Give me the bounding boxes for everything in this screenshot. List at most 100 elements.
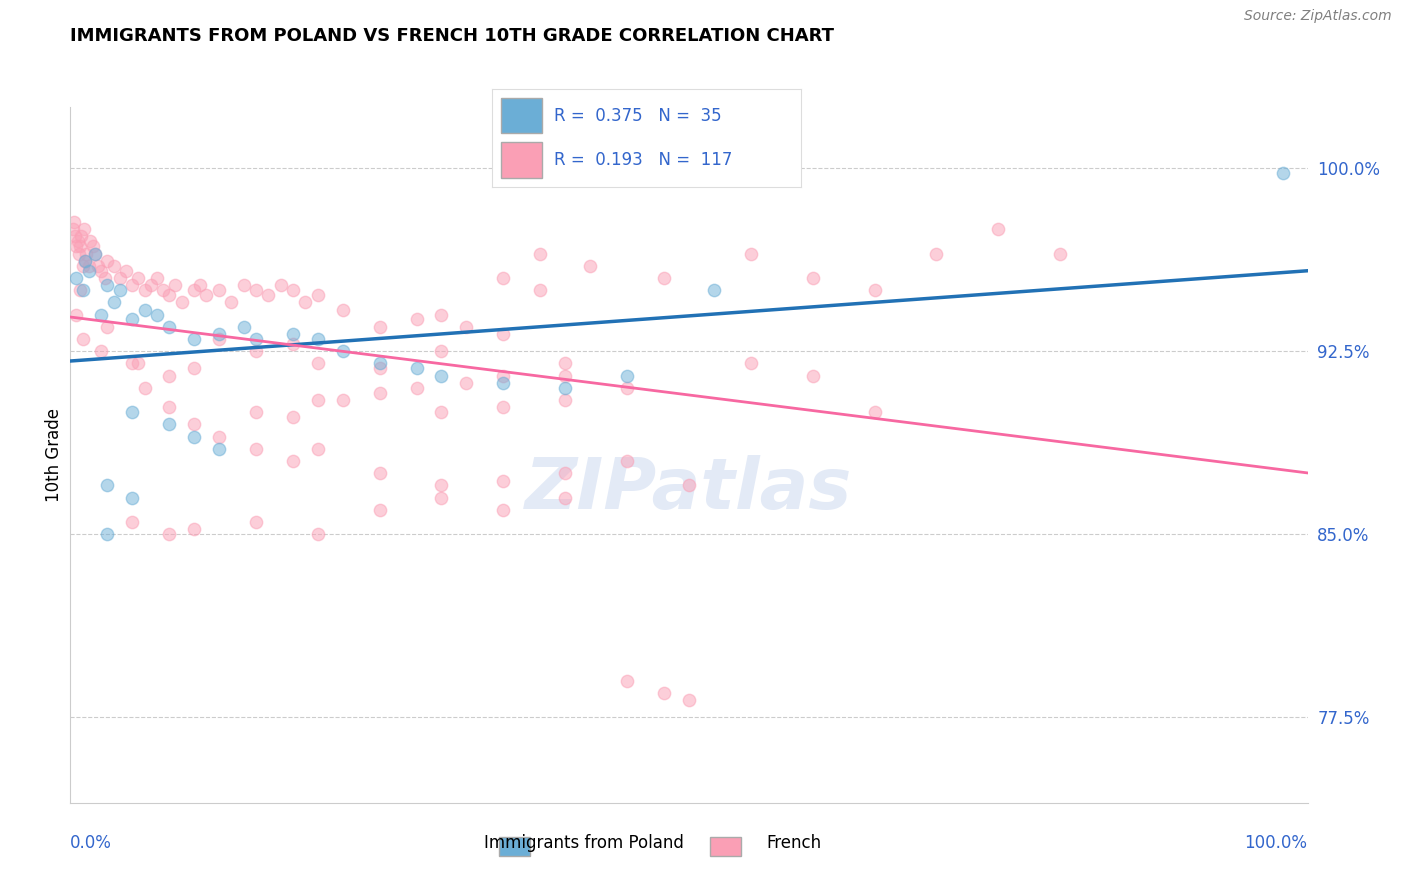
Point xyxy=(208,327,231,342)
Point xyxy=(134,302,156,317)
Point xyxy=(183,522,205,536)
Point xyxy=(121,515,143,529)
Point xyxy=(492,401,515,415)
Point xyxy=(96,253,118,268)
Point xyxy=(405,361,427,376)
Point xyxy=(430,308,453,322)
Point xyxy=(492,474,515,488)
Point xyxy=(183,361,205,376)
Point xyxy=(86,259,108,273)
Point xyxy=(307,392,329,407)
Point xyxy=(616,368,638,383)
Point xyxy=(75,253,97,268)
Point xyxy=(740,356,762,370)
Point xyxy=(90,344,112,359)
Point xyxy=(108,283,131,297)
Point xyxy=(1271,166,1294,180)
Point xyxy=(72,283,94,297)
Point xyxy=(430,344,453,359)
Text: Source: ZipAtlas.com: Source: ZipAtlas.com xyxy=(1244,9,1392,23)
Point xyxy=(108,271,131,285)
Point xyxy=(1049,246,1071,260)
Point xyxy=(245,332,267,346)
Point xyxy=(134,283,156,297)
Point xyxy=(62,222,84,236)
Point xyxy=(430,368,453,383)
Point xyxy=(368,503,391,517)
Text: ZIPatlas: ZIPatlas xyxy=(526,455,852,524)
Point xyxy=(70,229,93,244)
Point xyxy=(103,295,125,310)
Point xyxy=(208,332,231,346)
Point xyxy=(294,295,316,310)
Point xyxy=(925,246,948,260)
Point xyxy=(616,673,638,688)
Point xyxy=(115,263,138,277)
Point xyxy=(579,259,602,273)
Text: 0.0%: 0.0% xyxy=(70,834,112,852)
Point xyxy=(183,429,205,443)
Point xyxy=(195,288,218,302)
FancyBboxPatch shape xyxy=(502,142,541,178)
Point xyxy=(430,491,453,505)
Point xyxy=(69,239,91,253)
Point xyxy=(75,246,97,260)
Y-axis label: 10th Grade: 10th Grade xyxy=(45,408,63,502)
Point xyxy=(430,478,453,492)
Point xyxy=(307,332,329,346)
Point xyxy=(307,356,329,370)
Point xyxy=(281,410,304,425)
Point xyxy=(332,344,354,359)
Point xyxy=(157,288,180,302)
Point xyxy=(72,259,94,273)
Point xyxy=(652,271,675,285)
Point xyxy=(165,278,187,293)
Point xyxy=(652,686,675,700)
Point xyxy=(77,259,100,273)
Point xyxy=(121,356,143,370)
Point xyxy=(232,278,254,293)
Point xyxy=(529,246,551,260)
Point xyxy=(82,239,104,253)
Point xyxy=(554,381,576,395)
Point xyxy=(152,283,174,297)
Point xyxy=(307,288,329,302)
Point xyxy=(616,381,638,395)
Point xyxy=(63,215,86,229)
Point xyxy=(740,246,762,260)
Point xyxy=(96,278,118,293)
Point xyxy=(554,392,576,407)
Point xyxy=(529,283,551,297)
Point xyxy=(368,361,391,376)
Point xyxy=(96,527,118,541)
Point xyxy=(368,385,391,400)
Point xyxy=(801,271,824,285)
Point xyxy=(96,478,118,492)
Point xyxy=(69,283,91,297)
Point xyxy=(121,491,143,505)
Point xyxy=(96,319,118,334)
Point xyxy=(257,288,280,302)
Point xyxy=(492,503,515,517)
Point xyxy=(65,229,87,244)
Point xyxy=(67,246,90,260)
Point xyxy=(79,235,101,249)
Point xyxy=(219,295,242,310)
Point xyxy=(127,271,149,285)
Point xyxy=(134,381,156,395)
Point xyxy=(405,312,427,326)
Point xyxy=(65,308,87,322)
Point xyxy=(492,376,515,390)
Point xyxy=(245,515,267,529)
Point xyxy=(863,405,886,419)
Point xyxy=(146,271,169,285)
Point xyxy=(183,332,205,346)
Point xyxy=(90,308,112,322)
Text: Immigrants from Poland: Immigrants from Poland xyxy=(484,834,683,852)
Point xyxy=(405,381,427,395)
Point xyxy=(103,259,125,273)
Point xyxy=(492,368,515,383)
Point xyxy=(245,442,267,456)
Point xyxy=(554,491,576,505)
Text: R =  0.375   N =  35: R = 0.375 N = 35 xyxy=(554,107,721,125)
